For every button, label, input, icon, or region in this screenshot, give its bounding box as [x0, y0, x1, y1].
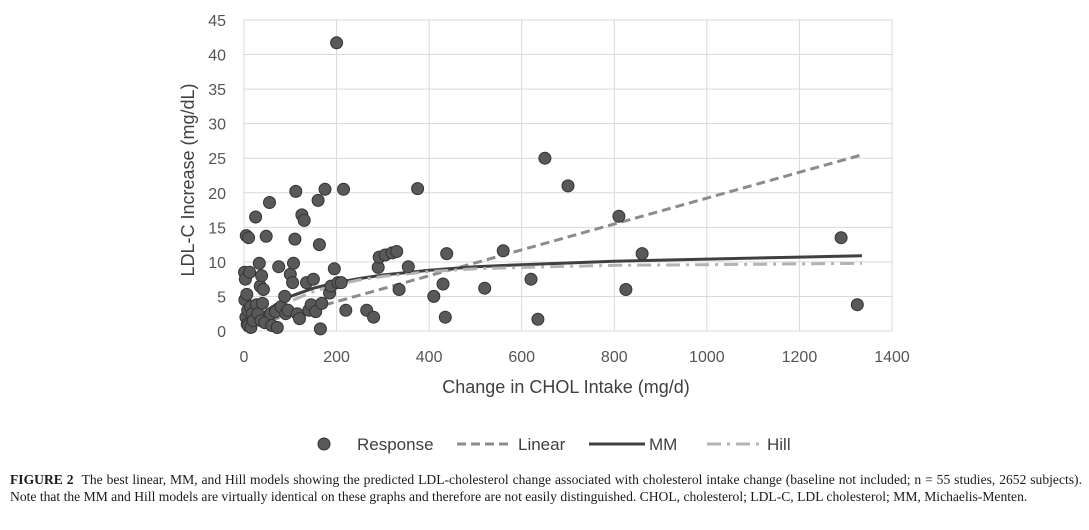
- y-tick-label: 40: [208, 48, 226, 65]
- response-point: [334, 276, 348, 290]
- figure-label: FIGURE 2: [10, 472, 74, 487]
- legend-label: Response: [357, 435, 434, 454]
- response-point: [240, 287, 254, 301]
- response-point: [392, 283, 406, 296]
- response-point: [286, 276, 300, 290]
- response-point: [478, 281, 492, 295]
- response-point: [255, 269, 269, 283]
- response-point: [401, 260, 415, 274]
- legend-label: Linear: [518, 435, 566, 454]
- response-point: [436, 277, 450, 291]
- response-point: [390, 245, 404, 258]
- scatter-chart: 0 5 10 15 20 25 30 35 40 45 0 200 400 600 800 1000 1200…: [178, 13, 910, 454]
- legend: Response Linear MM Hill: [317, 435, 791, 454]
- linear-model-line: [243, 153, 863, 329]
- y-axis-title: LDL-C Increase (mg/dL): [178, 83, 198, 276]
- y-tick-label: 10: [208, 255, 226, 272]
- response-point: [249, 210, 263, 224]
- response-point: [635, 247, 649, 261]
- response-point: [259, 229, 273, 243]
- response-point: [287, 256, 300, 270]
- response-point: [243, 265, 257, 279]
- x-tick-label: 800: [601, 349, 628, 366]
- response-point: [270, 321, 284, 334]
- response-point: [330, 36, 344, 50]
- figure-caption: FIGURE 2 The best linear, MM, and Hill mo…: [10, 471, 1082, 505]
- response-point: [496, 244, 510, 258]
- response-point: [612, 209, 626, 223]
- response-point: [438, 310, 452, 324]
- response-point: [311, 193, 325, 207]
- x-tick-label: 0: [240, 349, 249, 366]
- response-point: [315, 296, 329, 310]
- response-point: [263, 196, 276, 209]
- response-point: [256, 296, 269, 310]
- x-tick-label: 1400: [874, 349, 910, 366]
- x-tick-label: 400: [416, 349, 443, 366]
- response-point: [289, 184, 303, 198]
- response-point: [561, 179, 575, 193]
- x-tick-label: 1200: [782, 349, 818, 366]
- y-tick-label: 15: [208, 220, 226, 237]
- grid-lines: [243, 19, 893, 332]
- y-tick-label: 25: [208, 151, 226, 168]
- response-point: [440, 247, 454, 261]
- y-tick-label: 20: [208, 186, 226, 203]
- legend-label: Hill: [767, 435, 791, 454]
- y-tick-label: 30: [208, 117, 226, 134]
- response-point: [411, 182, 425, 196]
- response-points: [238, 36, 864, 336]
- response-point: [313, 322, 327, 336]
- response-point: [318, 182, 332, 196]
- response-point: [427, 289, 441, 303]
- y-tick-label: 35: [208, 82, 226, 99]
- response-point: [242, 231, 256, 245]
- response-point: [531, 312, 545, 326]
- response-point: [339, 303, 353, 317]
- x-tick-label: 600: [508, 349, 535, 366]
- response-point: [538, 151, 552, 165]
- y-tick-label: 45: [208, 13, 226, 30]
- response-point: [834, 231, 848, 245]
- x-axis-title: Change in CHOL Intake (mg/d): [442, 377, 689, 397]
- response-point: [312, 238, 326, 252]
- response-point: [327, 262, 341, 276]
- legend-label: MM: [649, 435, 677, 454]
- response-point: [367, 310, 381, 324]
- response-point: [524, 272, 538, 286]
- response-point: [337, 182, 350, 196]
- x-tick-label: 200: [323, 349, 350, 366]
- response-point: [272, 260, 286, 274]
- legend-marker: [317, 437, 331, 451]
- response-point: [619, 283, 633, 296]
- response-point: [297, 213, 311, 227]
- x-tick-label: 1000: [689, 349, 725, 366]
- response-point: [252, 256, 266, 270]
- y-tick-labels: 0 5 10 15 20 25 30 35 40 45: [208, 13, 226, 341]
- caption-text: The best linear, MM, and Hill models sho…: [10, 472, 1082, 504]
- response-point: [293, 312, 306, 326]
- response-point: [256, 283, 270, 296]
- x-tick-labels: 0 200 400 600 800 1000 1200 1400: [240, 349, 910, 366]
- y-tick-label: 0: [217, 324, 226, 341]
- y-tick-label: 5: [217, 289, 226, 306]
- response-point: [306, 272, 320, 286]
- response-point: [278, 289, 292, 303]
- response-point: [288, 232, 302, 246]
- response-point: [850, 298, 864, 312]
